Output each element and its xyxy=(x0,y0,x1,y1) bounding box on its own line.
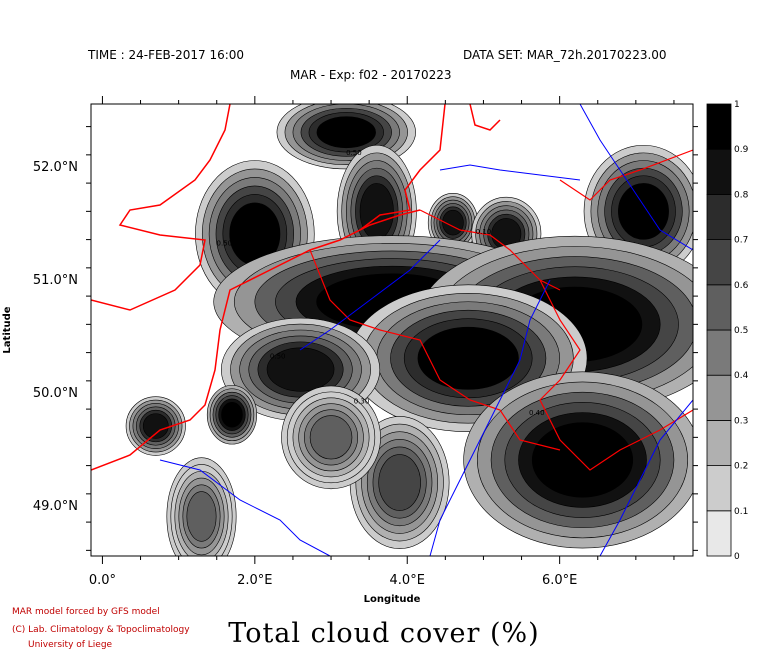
credit-line-3: University of Liege xyxy=(28,640,113,650)
border-belgium-netherlands xyxy=(419,209,561,291)
cloud-contour xyxy=(618,183,669,240)
credit-line-1: MAR model forced by GFS model xyxy=(12,607,160,617)
cloud-field xyxy=(125,104,693,556)
contour-label: 0.10 xyxy=(476,228,492,236)
cloud-cell xyxy=(281,385,381,490)
cloud-contour xyxy=(221,402,243,428)
river-seine xyxy=(159,459,331,556)
cloud-cell xyxy=(166,457,237,556)
time-label: TIME : 24-FEB-2017 16:00 xyxy=(88,48,245,62)
y-tick-label: 49.0°N xyxy=(33,499,78,514)
contour-label: 0.30 xyxy=(354,397,370,405)
colorbar-label: 1 xyxy=(734,100,740,110)
colorbar-label: 0.4 xyxy=(734,371,749,381)
cloud-cell xyxy=(206,385,258,445)
cloud-contour xyxy=(316,116,376,149)
experiment-label: MAR - Exp: f02 - 20170223 xyxy=(290,68,452,82)
cloud-cell xyxy=(463,371,693,549)
contour-label: 0.40 xyxy=(529,409,545,417)
border-france-belgium xyxy=(309,249,561,451)
colorbar-label: 0.3 xyxy=(734,416,748,426)
cloud-contour xyxy=(142,413,169,439)
cloud-contour xyxy=(186,491,217,542)
colorbar: 0 0.1 0.2 0.3 0.4 0.5 0.6 0.7 0.8 0.9 1 xyxy=(706,100,749,562)
x-tick-label: 0.0° xyxy=(89,573,116,588)
colorbar-swatch xyxy=(706,465,732,512)
credit-line-2: (C) Lab. Climatology & Topoclimatology xyxy=(12,625,190,635)
y-tick-label: 50.0°N xyxy=(33,386,78,401)
colorbar-label: 0.5 xyxy=(734,326,748,336)
y-tick-label: 51.0°N xyxy=(33,273,78,288)
coastline-germany xyxy=(469,104,501,131)
cloud-contour xyxy=(417,326,519,390)
coastline-netherlands xyxy=(359,104,446,231)
colorbar-label: 0.2 xyxy=(734,462,748,472)
x-axis-title: Longitude xyxy=(364,594,421,605)
x-tick-label: 4.0°E xyxy=(390,573,425,588)
y-axis-title: Latitude xyxy=(2,306,13,353)
cloud-contour xyxy=(531,422,634,498)
colorbar-swatch xyxy=(706,419,732,466)
cloud-cell xyxy=(427,192,479,253)
river-rhine xyxy=(579,104,693,251)
plot-frame xyxy=(90,103,694,557)
colorbar-label: 0.7 xyxy=(734,236,748,246)
cloud-contour xyxy=(359,183,394,240)
river-scheldt xyxy=(299,239,441,351)
colorbar-swatch xyxy=(706,103,732,150)
cloud-contour xyxy=(266,347,335,392)
contour-labels: 0.50 0.10 0.50 0.30 0.50 0.40 xyxy=(217,149,545,417)
y-tick-label: 52.0°N xyxy=(33,160,78,175)
river-north xyxy=(439,164,581,181)
colorbar-swatch xyxy=(706,239,732,286)
y-axis: 49.0°N 50.0°N 51.0°N 52.0°N xyxy=(33,126,698,551)
colorbar-swatch xyxy=(706,193,732,240)
cloud-contour xyxy=(378,454,421,511)
contour-label: 0.50 xyxy=(346,149,362,157)
colorbar-swatch xyxy=(706,510,732,557)
colorbar-swatch xyxy=(706,148,732,195)
coastline-france-belgium xyxy=(91,209,421,471)
dataset-label: DATA SET: MAR_72h.20170223.00 xyxy=(463,48,667,62)
colorbar-label: 0.8 xyxy=(734,190,749,200)
main-title: Total cloud cover (%) xyxy=(228,618,540,649)
river-moselle xyxy=(599,399,693,556)
colorbar-label: 0.6 xyxy=(734,281,749,291)
contour-label: 0.50 xyxy=(270,352,286,360)
x-tick-label: 6.0°E xyxy=(542,573,577,588)
colorbar-swatch xyxy=(706,329,732,376)
cloud-cell xyxy=(276,104,416,170)
coastline-england xyxy=(91,104,231,311)
geography-lines xyxy=(91,104,693,556)
colorbar-label: 0.9 xyxy=(734,145,749,155)
contour-label: 0.50 xyxy=(217,239,233,247)
colorbar-label: 0.1 xyxy=(734,507,748,517)
cloud-contour xyxy=(309,415,353,460)
x-axis: 0.0° 2.0°E 4.0°E 6.0°E xyxy=(89,96,675,588)
colorbar-swatch xyxy=(706,374,732,421)
river-meuse xyxy=(429,279,551,556)
cloud-cell xyxy=(349,416,450,549)
colorbar-label: 0 xyxy=(734,552,740,562)
border-germany xyxy=(539,279,693,471)
border-netherlands-germany xyxy=(559,149,693,201)
colorbar-swatch xyxy=(706,284,732,331)
x-tick-label: 2.0°E xyxy=(237,573,272,588)
cloud-cell xyxy=(125,396,186,456)
